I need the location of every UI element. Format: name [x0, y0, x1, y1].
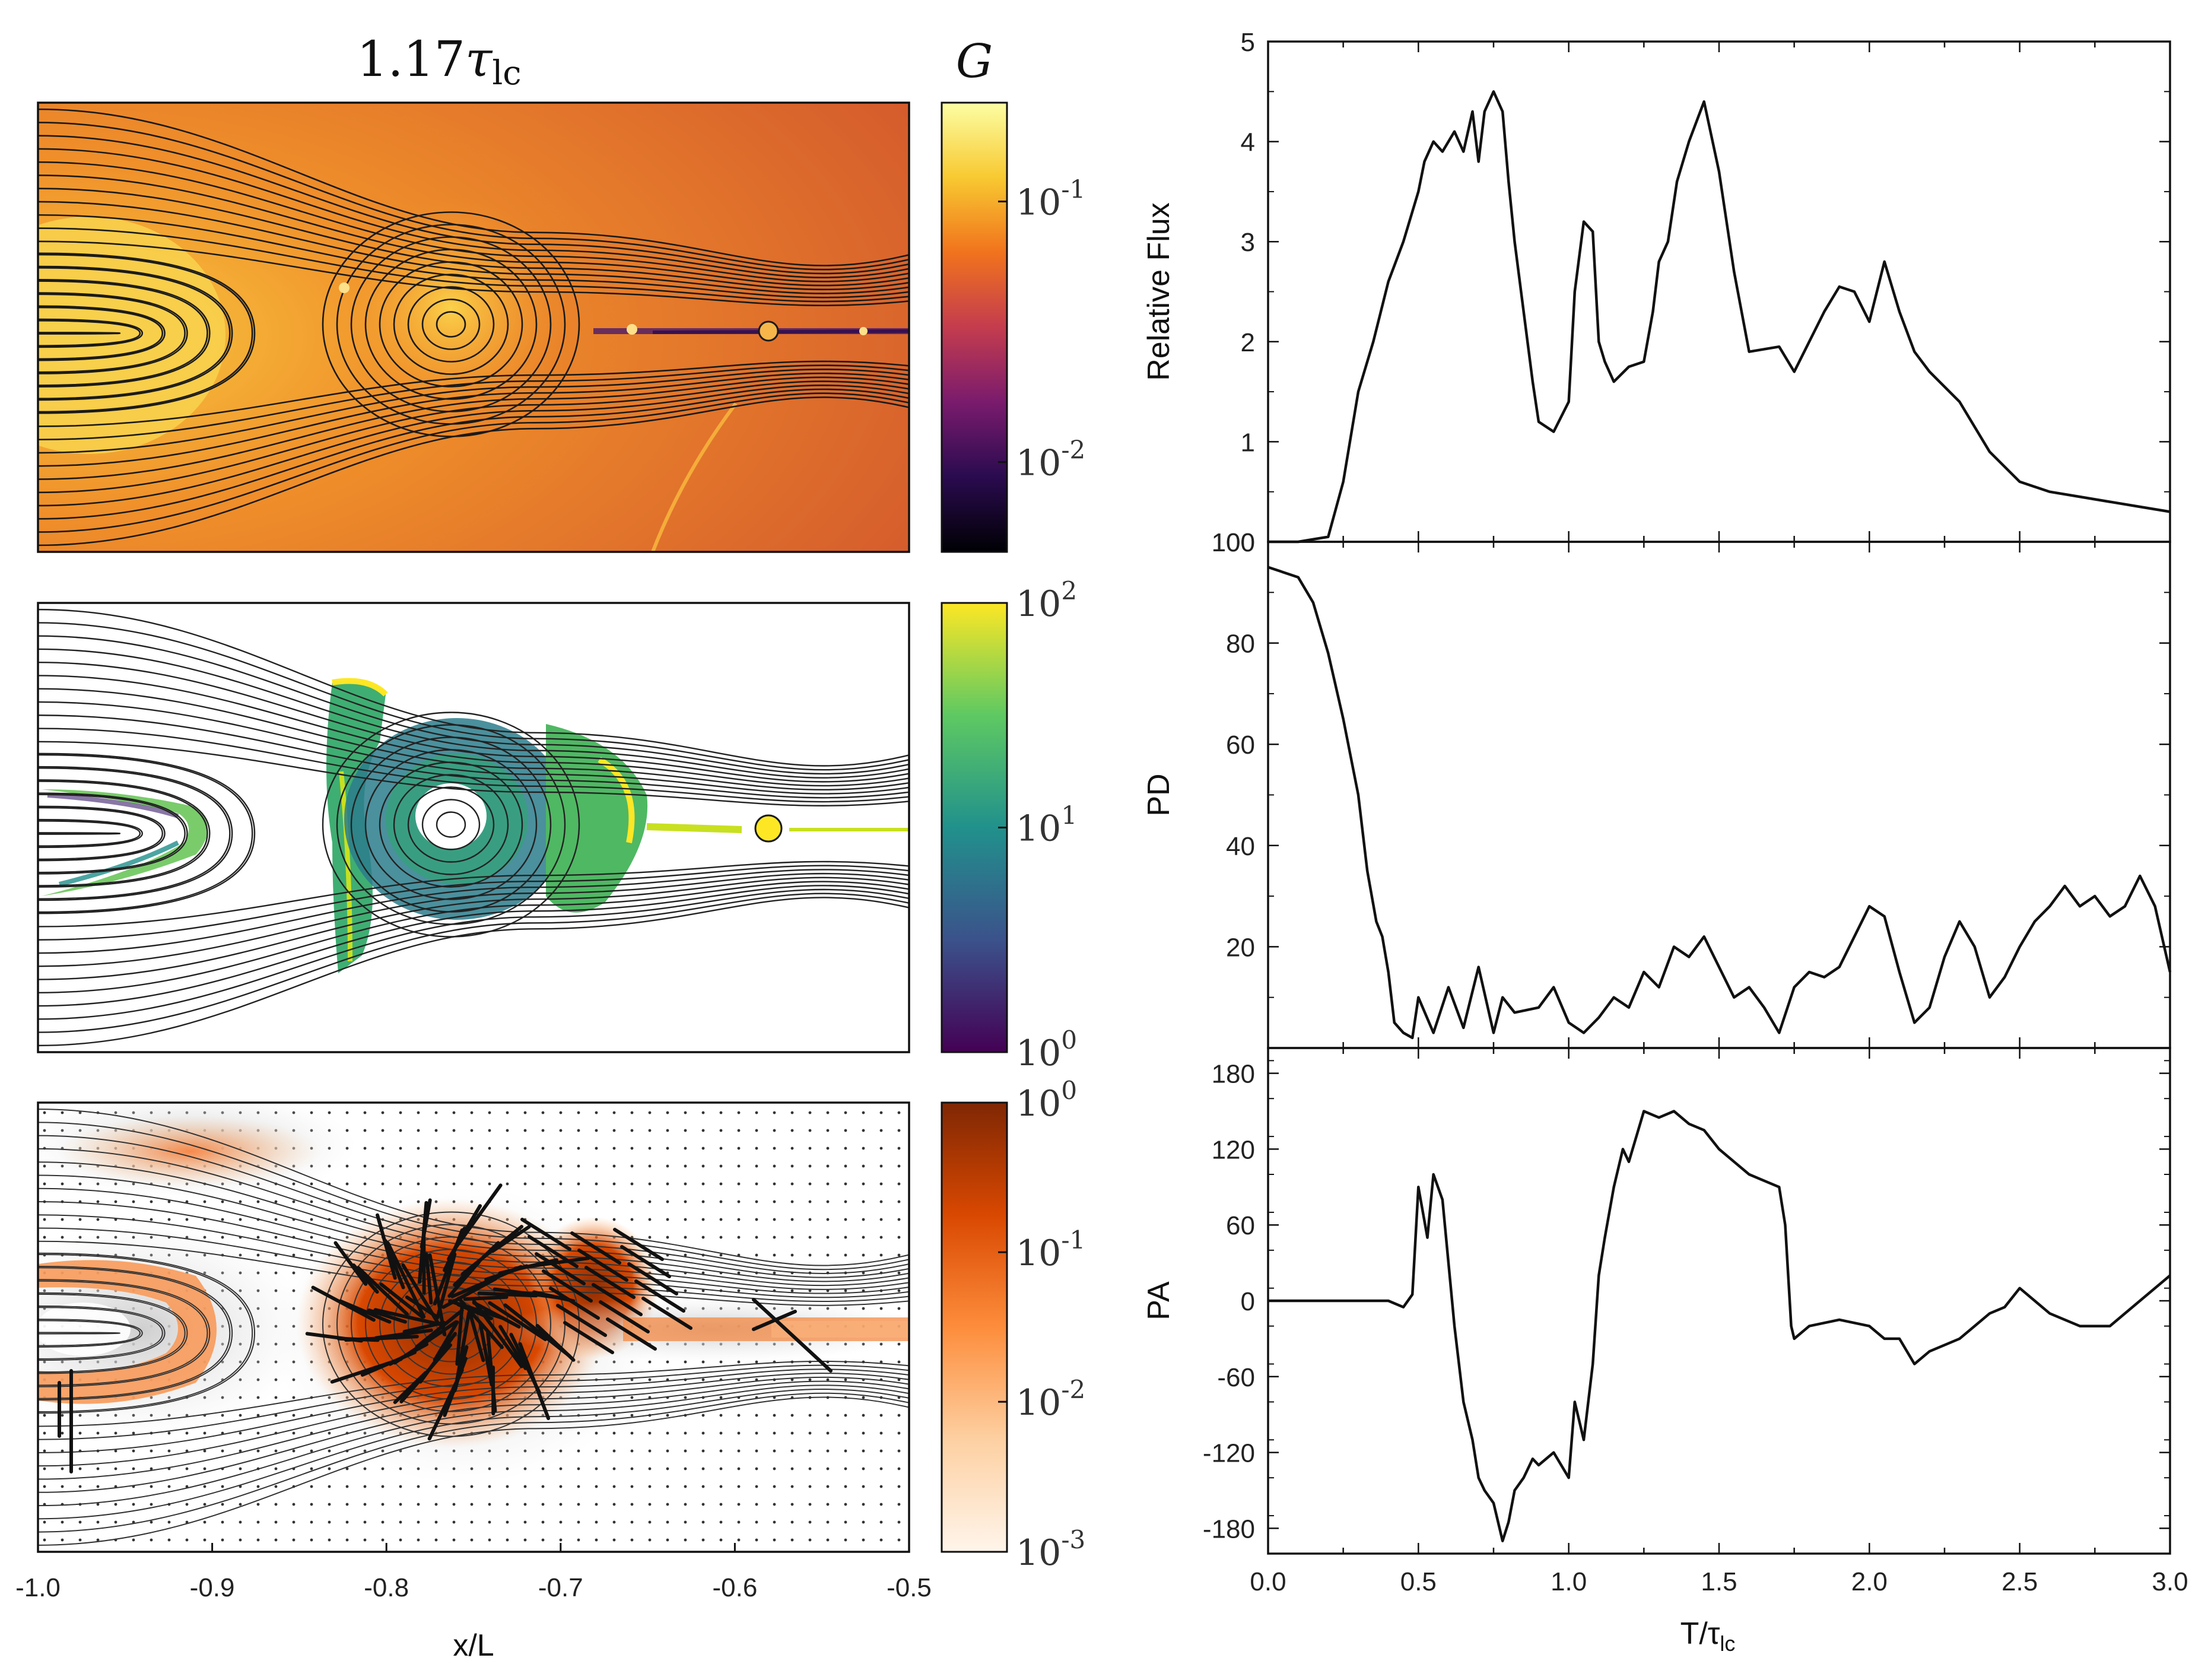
y-tick-label: -60 [1217, 1363, 1255, 1392]
colorbar-g-label: G [956, 35, 993, 88]
y-tick-label: 3 [1241, 228, 1255, 257]
colorbar-g: G 10-1 10-2 [941, 35, 1085, 553]
series-line-pa [1268, 1110, 2171, 1542]
right-x-axis-label: T/τlc [1680, 1617, 1736, 1656]
left-x-tick-label: -0.5 [887, 1573, 932, 1602]
left-x-axis-label: x/L [453, 1628, 494, 1663]
y-tick-label: 80 [1226, 630, 1255, 659]
subplot-pd: 100 80 60 40 20 PD [1142, 528, 2172, 1049]
y-tick-label: 20 [1226, 933, 1255, 962]
left-x-tick-label: -0.8 [364, 1573, 409, 1602]
left-x-tick-label: -0.6 [712, 1573, 757, 1602]
y-tick-label: 5 [1241, 28, 1255, 57]
left-x-tick-label: -0.7 [538, 1573, 583, 1602]
y-tick-label: 180 [1212, 1060, 1255, 1089]
left-x-tick-label: -0.9 [190, 1573, 235, 1602]
panel-viridis-map [37, 602, 910, 1053]
y-tick-label: 1 [1241, 428, 1255, 457]
colorbar-tick-label: 10-3 [1016, 1525, 1085, 1574]
viridis-field-lines [38, 608, 909, 1047]
g-field-lines [38, 108, 909, 547]
series-line-flux [1268, 90, 2171, 544]
y-axis-label: Relative Flux [1142, 202, 1176, 381]
colorbar-oranges: 100 10-1 10-2 10-3 [941, 1076, 1085, 1574]
y-tick-label: 60 [1226, 731, 1255, 760]
y-tick-label: 0 [1241, 1287, 1255, 1316]
left-x-axis: -1.0 -0.9 -0.8 -0.7 -0.6 -0.5 [15, 1543, 932, 1602]
panel-g-map [37, 101, 910, 553]
colorbar-viridis: 102 101 100 [941, 576, 1077, 1074]
y-tick-label: -120 [1203, 1439, 1255, 1468]
colorbar-tick-label: 10-2 [1016, 436, 1085, 484]
subplot-pa: 180 120 60 0 -60 -120 -180 PA [1142, 1047, 2171, 1555]
colorbar-tick-label: 100 [1016, 1025, 1077, 1074]
colorbar-tick-label: 102 [1016, 576, 1077, 625]
y-tick-label: 100 [1212, 528, 1255, 557]
left-title: 1.17τlc [357, 31, 521, 93]
x-tick-label: 0.0 [1250, 1567, 1286, 1596]
x-tick-label: 1.5 [1701, 1567, 1737, 1596]
y-tick-label: 60 [1226, 1211, 1255, 1240]
y-axis-label: PA [1142, 1281, 1176, 1320]
series-line-pd [1267, 566, 2172, 1040]
x-tick-label: 3.0 [2152, 1567, 2188, 1596]
y-tick-label: 40 [1226, 832, 1255, 861]
y-tick-label: 4 [1241, 128, 1255, 157]
colorbar-tick-label: 100 [1016, 1076, 1077, 1125]
colorbar-tick-label: 101 [1016, 801, 1077, 850]
colorbar-tick-label: 10-1 [1016, 1225, 1085, 1274]
y-tick-label: 100 [1212, 528, 1255, 557]
panel-polarization-map [37, 1101, 910, 1553]
colorbar-tick-label: 10-1 [1016, 175, 1085, 224]
x-tick-label: 2.5 [2002, 1567, 2038, 1596]
y-tick-label: 120 [1212, 1135, 1255, 1164]
subplot-flux: 5 4 3 2 1 100 Relative Flux [1142, 28, 2171, 557]
x-tick-label: 2.0 [1851, 1567, 1888, 1596]
y-axis-label: PD [1142, 773, 1176, 816]
colorbar-tick-label: 10-2 [1016, 1375, 1085, 1424]
left-x-tick-label: -1.0 [15, 1573, 61, 1602]
polarization-vectors [58, 1183, 833, 1473]
x-tick-label: 1.0 [1551, 1567, 1587, 1596]
y-tick-label: -180 [1203, 1514, 1255, 1544]
y-tick-label: 2 [1241, 328, 1255, 357]
x-tick-label: 0.5 [1400, 1567, 1437, 1596]
